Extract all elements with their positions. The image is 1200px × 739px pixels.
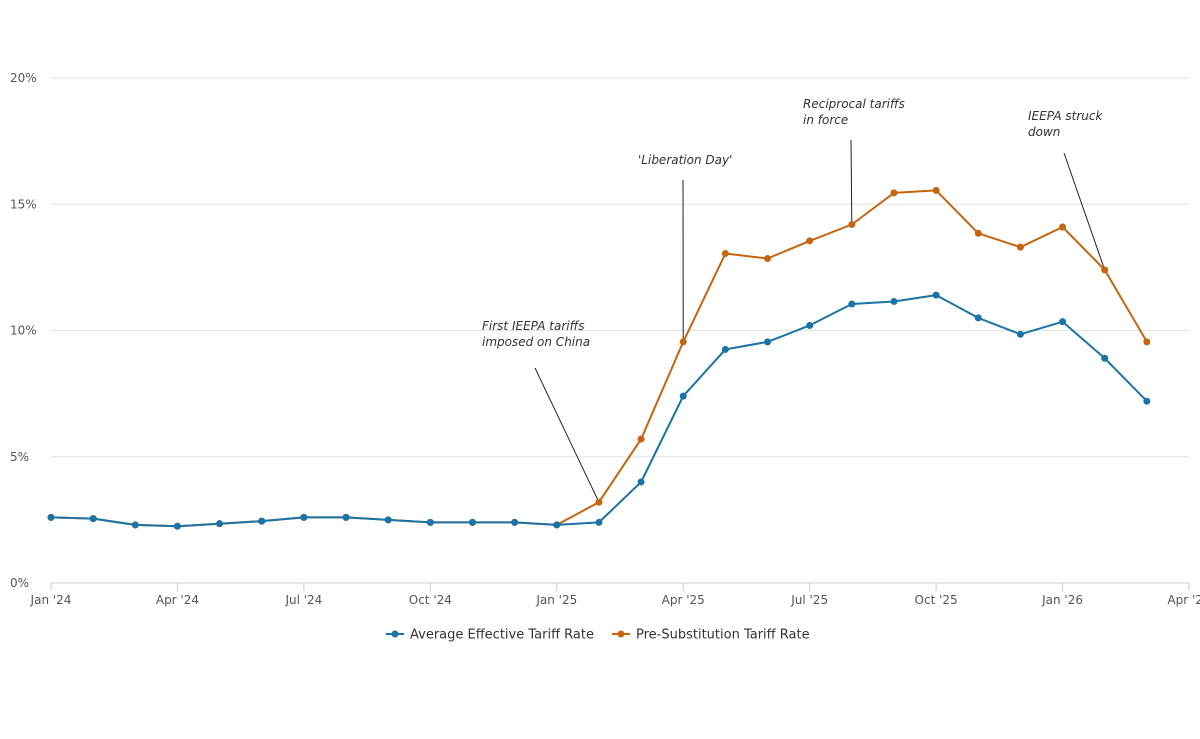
data-point[interactable] [764, 255, 771, 262]
annotation-text: down [1028, 125, 1060, 139]
annotation-leader-line [535, 368, 599, 502]
legend-item[interactable]: Average Effective Tariff Rate [386, 628, 594, 643]
x-tick-label: Jul '24 [284, 593, 322, 607]
data-point[interactable] [848, 221, 855, 228]
x-axis: Jan '24 Apr '24 Jul '24 Oct '24 Jan '25 Apr '… [30, 583, 1200, 607]
data-point[interactable] [90, 515, 97, 522]
x-tick-label: Apr '25 [662, 593, 705, 607]
annotation-text: Reciprocal tariffs [803, 97, 905, 111]
y-tick-label: 20% [10, 71, 37, 85]
data-point[interactable] [1059, 223, 1066, 230]
legend-label: Average Effective Tariff Rate [410, 628, 594, 643]
data-point[interactable] [300, 514, 307, 521]
data-point[interactable] [1059, 318, 1066, 325]
legend-item[interactable]: Pre-Substitution Tariff Rate [612, 628, 810, 643]
y-tick-label: 0% [10, 576, 29, 590]
data-point[interactable] [174, 523, 181, 530]
x-tick-label: Jan '24 [30, 593, 72, 607]
data-point[interactable] [848, 300, 855, 307]
data-point[interactable] [258, 518, 265, 525]
data-point[interactable] [1101, 266, 1108, 273]
gridlines [51, 78, 1189, 457]
data-point[interactable] [638, 436, 645, 443]
x-tick-label: Apr '24 [156, 593, 199, 607]
data-point[interactable] [1143, 398, 1150, 405]
data-point[interactable] [890, 298, 897, 305]
data-point[interactable] [595, 499, 602, 506]
series-pre-substitution [48, 187, 1151, 530]
annotations: First IEEPA tariffs imposed on China 'Libe… [482, 97, 1105, 502]
x-tick-label: Jan '26 [1041, 593, 1083, 607]
annotation-text: First IEEPA tariffs [482, 319, 585, 333]
series-line [51, 190, 1147, 526]
data-point[interactable] [385, 516, 392, 523]
series-line [51, 295, 1147, 526]
data-point[interactable] [553, 521, 560, 528]
legend[interactable]: Average Effective Tariff Rate Pre-Substit… [386, 628, 810, 643]
data-point[interactable] [890, 189, 897, 196]
annotation-leader-line [851, 140, 852, 224]
annotation-text: imposed on China [482, 335, 590, 349]
x-tick-label: Jul '25 [790, 593, 828, 607]
data-point[interactable] [1101, 355, 1108, 362]
data-point[interactable] [764, 338, 771, 345]
y-tick-label: 15% [10, 197, 37, 211]
data-point[interactable] [343, 514, 350, 521]
data-point[interactable] [806, 237, 813, 244]
data-point[interactable] [1143, 338, 1150, 345]
y-tick-label: 10% [10, 324, 37, 338]
data-point[interactable] [975, 230, 982, 237]
data-point[interactable] [680, 338, 687, 345]
data-point[interactable] [975, 314, 982, 321]
annotation-text: in force [803, 113, 848, 127]
data-point[interactable] [511, 519, 518, 526]
data-point[interactable] [132, 521, 139, 528]
data-point[interactable] [933, 187, 940, 194]
legend-marker [392, 631, 399, 638]
x-tick-label: Oct '25 [915, 593, 958, 607]
legend-label: Pre-Substitution Tariff Rate [636, 628, 810, 643]
series-lines [48, 187, 1151, 530]
data-point[interactable] [595, 519, 602, 526]
data-point[interactable] [933, 292, 940, 299]
data-point[interactable] [427, 519, 434, 526]
data-point[interactable] [1017, 244, 1024, 251]
data-point[interactable] [680, 393, 687, 400]
data-point[interactable] [469, 519, 476, 526]
annotation-text: IEEPA struck [1028, 109, 1103, 123]
data-point[interactable] [216, 520, 223, 527]
y-axis-tick-labels: 0% 5% 10% 15% 20% [10, 71, 37, 590]
series-average-effective [48, 292, 1151, 530]
annotation-leader-line [1064, 153, 1105, 270]
data-point[interactable] [1017, 331, 1024, 338]
legend-marker [618, 631, 625, 638]
data-point[interactable] [722, 346, 729, 353]
x-tick-label: Jan '25 [535, 593, 577, 607]
data-point[interactable] [638, 479, 645, 486]
x-tick-label: Oct '24 [409, 593, 452, 607]
y-tick-label: 5% [10, 450, 29, 464]
annotation-text: 'Liberation Day' [638, 153, 732, 167]
data-point[interactable] [48, 514, 55, 521]
x-tick-label: Apr '26 [1167, 593, 1200, 607]
data-point[interactable] [722, 250, 729, 257]
data-point[interactable] [806, 322, 813, 329]
